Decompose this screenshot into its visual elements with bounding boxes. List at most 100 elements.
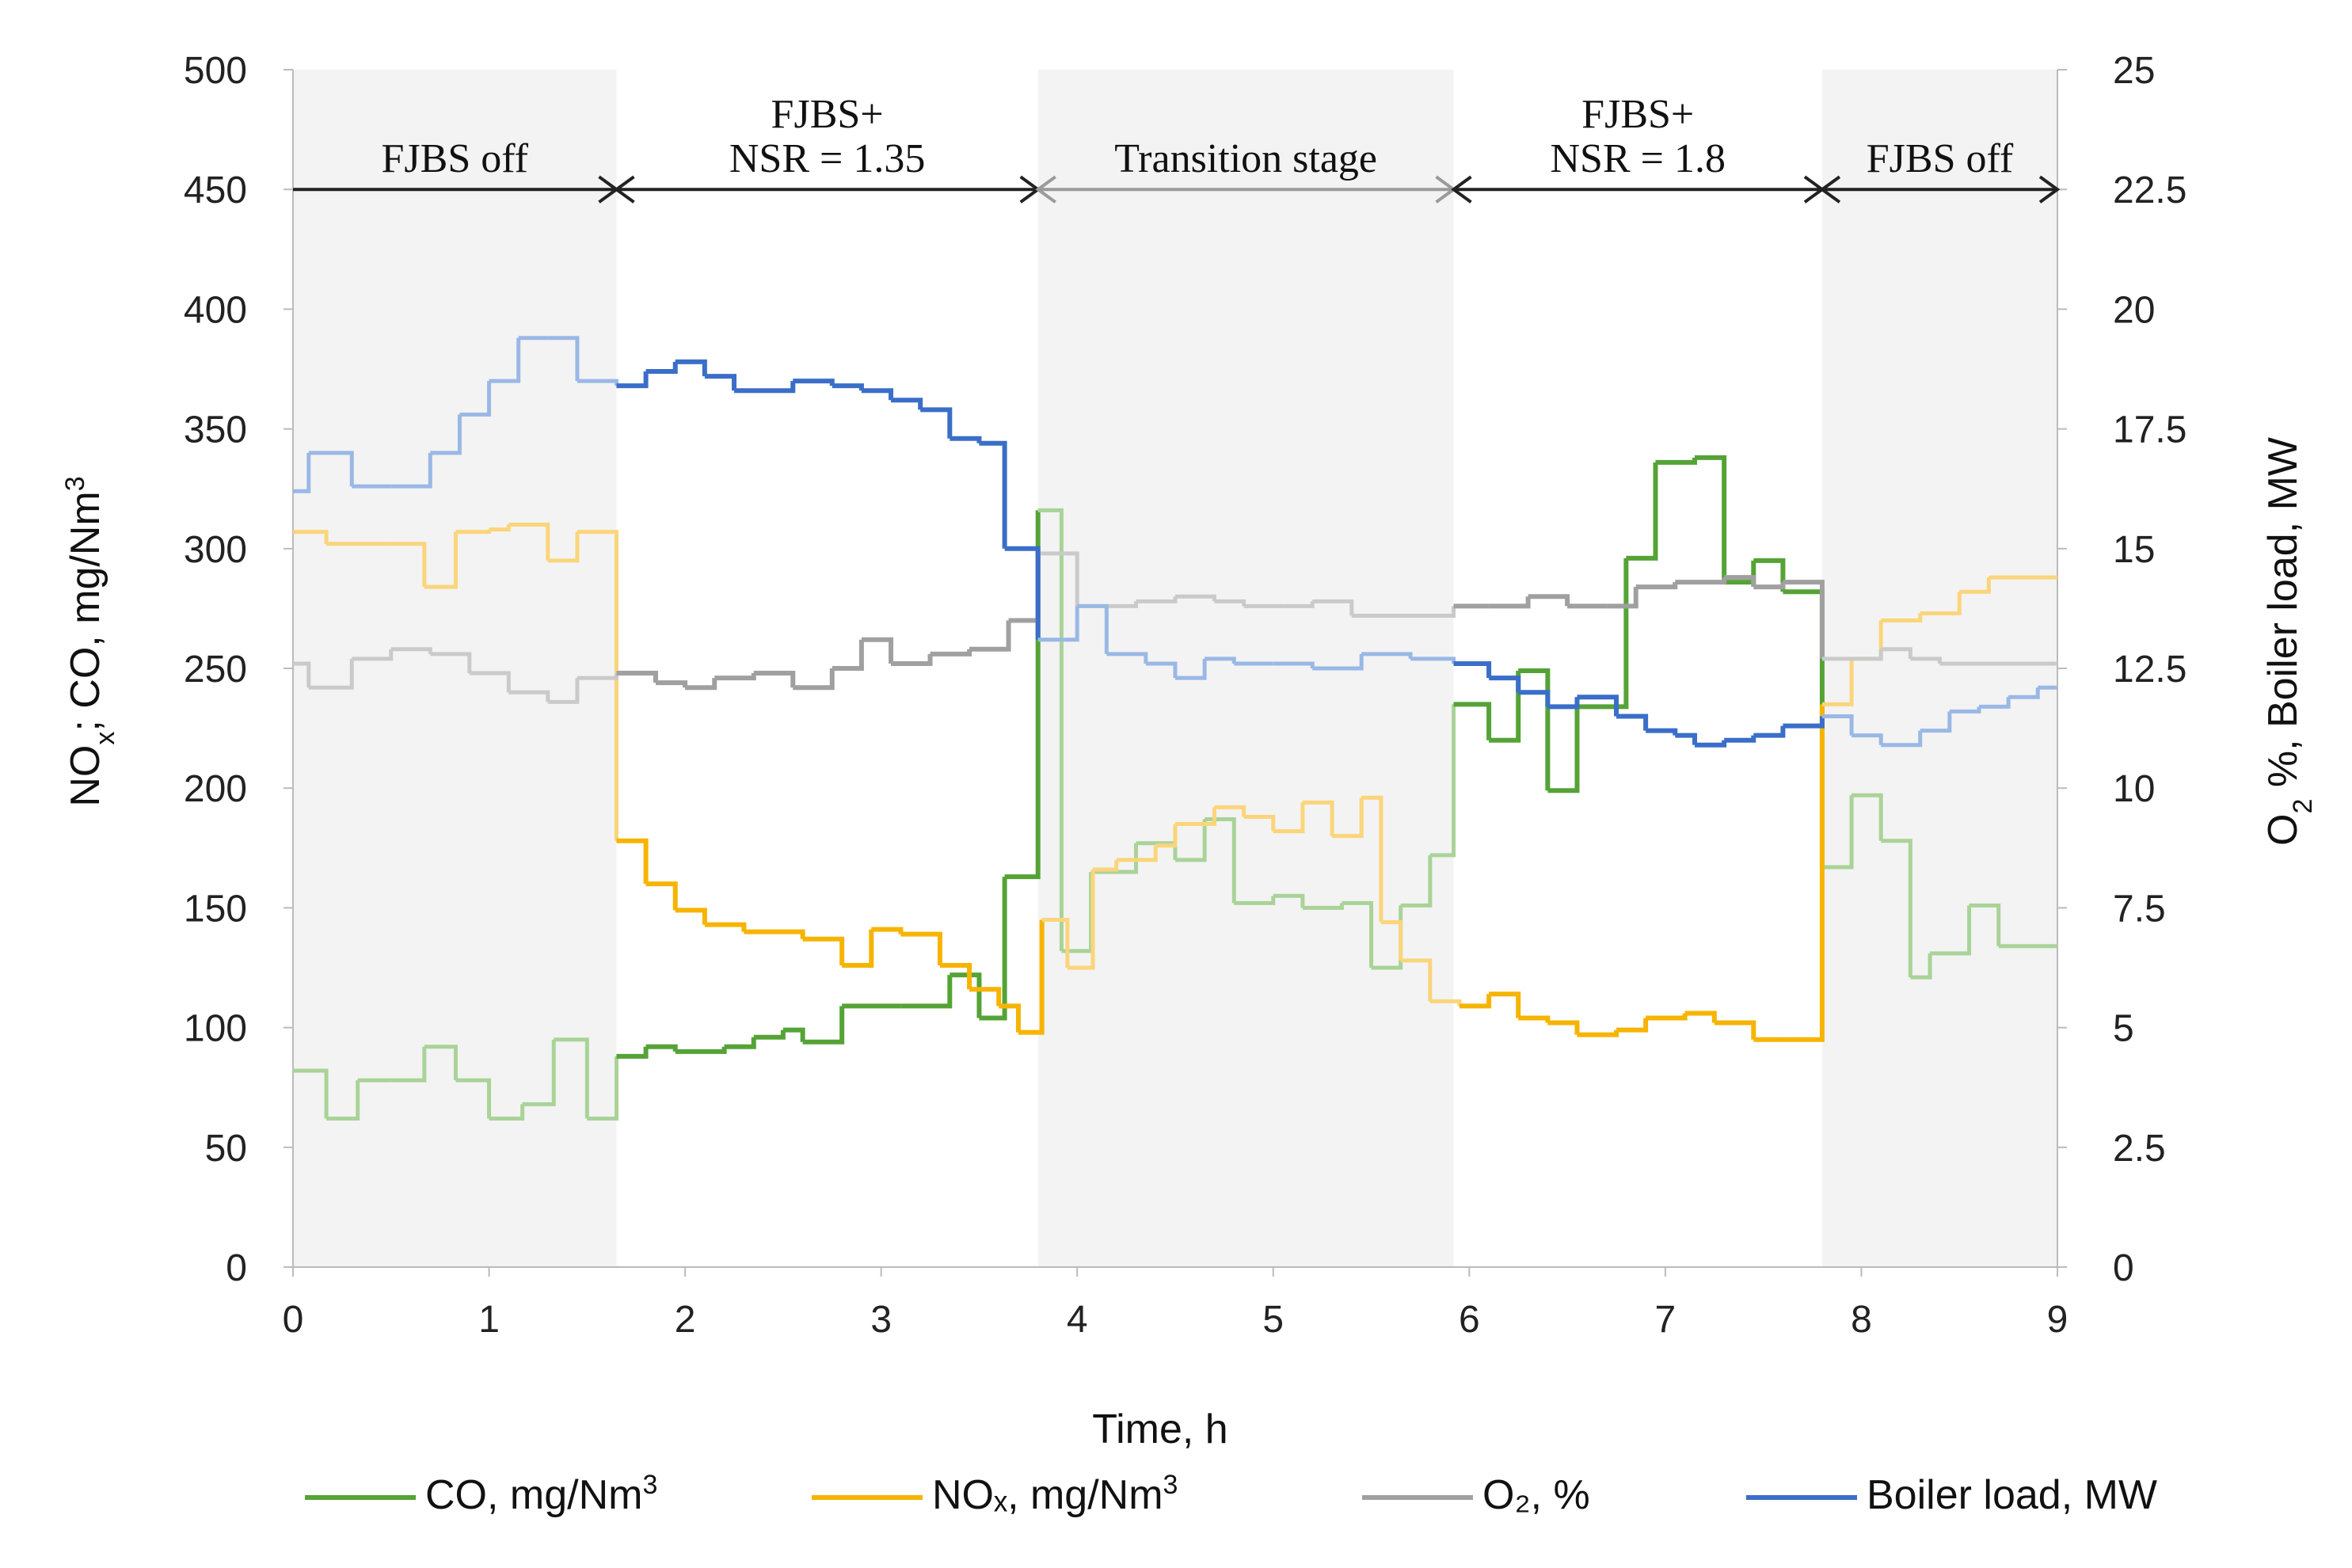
series-3-step: [2008, 687, 2040, 699]
series-0-step: [293, 1068, 329, 1119]
series-3-step: [1106, 652, 1148, 664]
region-label-3: NSR = 1.8: [1550, 136, 1725, 181]
x-tick-label: 9: [2047, 1299, 2068, 1341]
series-1-step: [1881, 613, 1923, 623]
series-1-step: [1243, 814, 1276, 832]
legend: CO, mg/Nm3 NOₓ, mg/Nm3 O₂, % Boiler load, M…: [305, 1470, 2157, 1518]
axes-layer: 05010015020025030035040045050002.557.510…: [184, 50, 2187, 1341]
y-axis-right-title: O2 %, Boiler load, MW: [2260, 437, 2318, 846]
series-1: [293, 523, 2057, 1042]
series-2-step: [793, 668, 835, 691]
series-1-step: [871, 927, 904, 934]
series-0-step: [1930, 905, 1972, 956]
series-3-step: [308, 451, 354, 487]
series-0-step: [587, 1056, 618, 1121]
series-0-step: [1695, 455, 1727, 583]
series-1-step: [508, 523, 550, 561]
series-3-step: [1783, 716, 1825, 729]
series-0-step: [979, 877, 1007, 1021]
series-0-step: [1969, 903, 2001, 946]
series-3-step: [1312, 653, 1364, 671]
series-2-step: [1783, 580, 1825, 659]
series-3-step: [1175, 658, 1207, 680]
series-3-step: [645, 361, 678, 375]
series-2-step: [753, 671, 796, 688]
x-tick-label: 7: [1655, 1299, 1676, 1341]
series-0-step: [1547, 706, 1580, 794]
series-1-step: [1175, 807, 1217, 827]
arrow-head: [1819, 175, 1841, 204]
y-left-tick-label: 150: [184, 888, 247, 930]
x-tick-label: 0: [283, 1299, 304, 1341]
series-2-step: [430, 652, 472, 674]
series-2-step: [1312, 599, 1354, 616]
series-1-step: [999, 1003, 1021, 1033]
series-2-step: [930, 649, 972, 657]
series-3-step: [616, 371, 649, 389]
series-0-step: [1090, 843, 1138, 874]
y-right-tick-label: 25: [2113, 50, 2155, 92]
series-1-step: [1547, 1020, 1580, 1035]
arrow-head: [1035, 175, 1056, 204]
y-left-tick-label: 0: [226, 1247, 247, 1289]
series-3-step: [1616, 714, 1649, 731]
series-0-step: [802, 1006, 845, 1045]
series-3-step: [1724, 735, 1756, 743]
y-left-tick-label: 500: [184, 50, 247, 92]
series-0-step: [1626, 462, 1658, 561]
series-3-step: [1753, 725, 1786, 738]
series-1-step: [1067, 870, 1095, 970]
series-0-step: [1655, 457, 1698, 465]
series-3-step: [489, 337, 521, 383]
series-1-step: [1273, 802, 1305, 834]
series-1-step: [1920, 592, 1962, 615]
series-2-step: [861, 637, 894, 664]
series-1-step: [1093, 859, 1119, 872]
series-0-step: [424, 1045, 458, 1081]
series-2-step: [1037, 551, 1079, 607]
series-3-step: [1646, 728, 1678, 736]
series-0-step: [455, 1078, 492, 1119]
series-0-step: [1518, 668, 1551, 791]
series-0-step: [1037, 508, 1064, 951]
series-3-step: [1852, 733, 1883, 745]
series-2-step: [1528, 594, 1570, 607]
series-3-step: [459, 381, 492, 417]
x-axis-title: Time, h: [1092, 1406, 1227, 1452]
series-2-step: [1675, 577, 1727, 585]
series-1-step: [744, 929, 805, 939]
series-2-step: [308, 658, 354, 690]
series-0-step: [522, 1039, 556, 1106]
series-2-step: [1606, 587, 1638, 609]
series-1-step: [1361, 795, 1383, 923]
regions-layer: [293, 70, 2057, 1267]
region-shade-4: [1821, 70, 2057, 1267]
series-3-step: [1821, 714, 1854, 736]
series-3-step: [1489, 676, 1521, 693]
series-2-step: [1410, 606, 1456, 618]
y-right-tick-label: 0: [2113, 1247, 2134, 1289]
series-1-step: [1155, 824, 1178, 848]
series-3-step: [390, 452, 432, 489]
y-right-tick-label: 7.5: [2113, 888, 2166, 930]
series-3-step: [1675, 733, 1698, 745]
series-2-step: [1724, 575, 1756, 588]
series-3-step: [1978, 697, 2011, 709]
series-3-step: [675, 359, 707, 377]
x-tick-label: 1: [478, 1299, 500, 1341]
series-1-step: [293, 530, 329, 544]
series-1-step: [1959, 577, 1991, 594]
series-3-step: [547, 336, 580, 382]
series-1-step: [969, 987, 1002, 1007]
series-1-step: [1821, 658, 1854, 706]
region-label-4: FJBS off: [1867, 136, 2014, 181]
series-3-step: [950, 436, 982, 443]
series-1-step: [1018, 919, 1045, 1035]
series-3-step: [979, 440, 1007, 549]
series-2: [293, 551, 2057, 704]
series-0-step: [900, 975, 953, 1009]
series-1-step: [1214, 805, 1246, 817]
region-label-0: FJBS off: [382, 136, 529, 181]
